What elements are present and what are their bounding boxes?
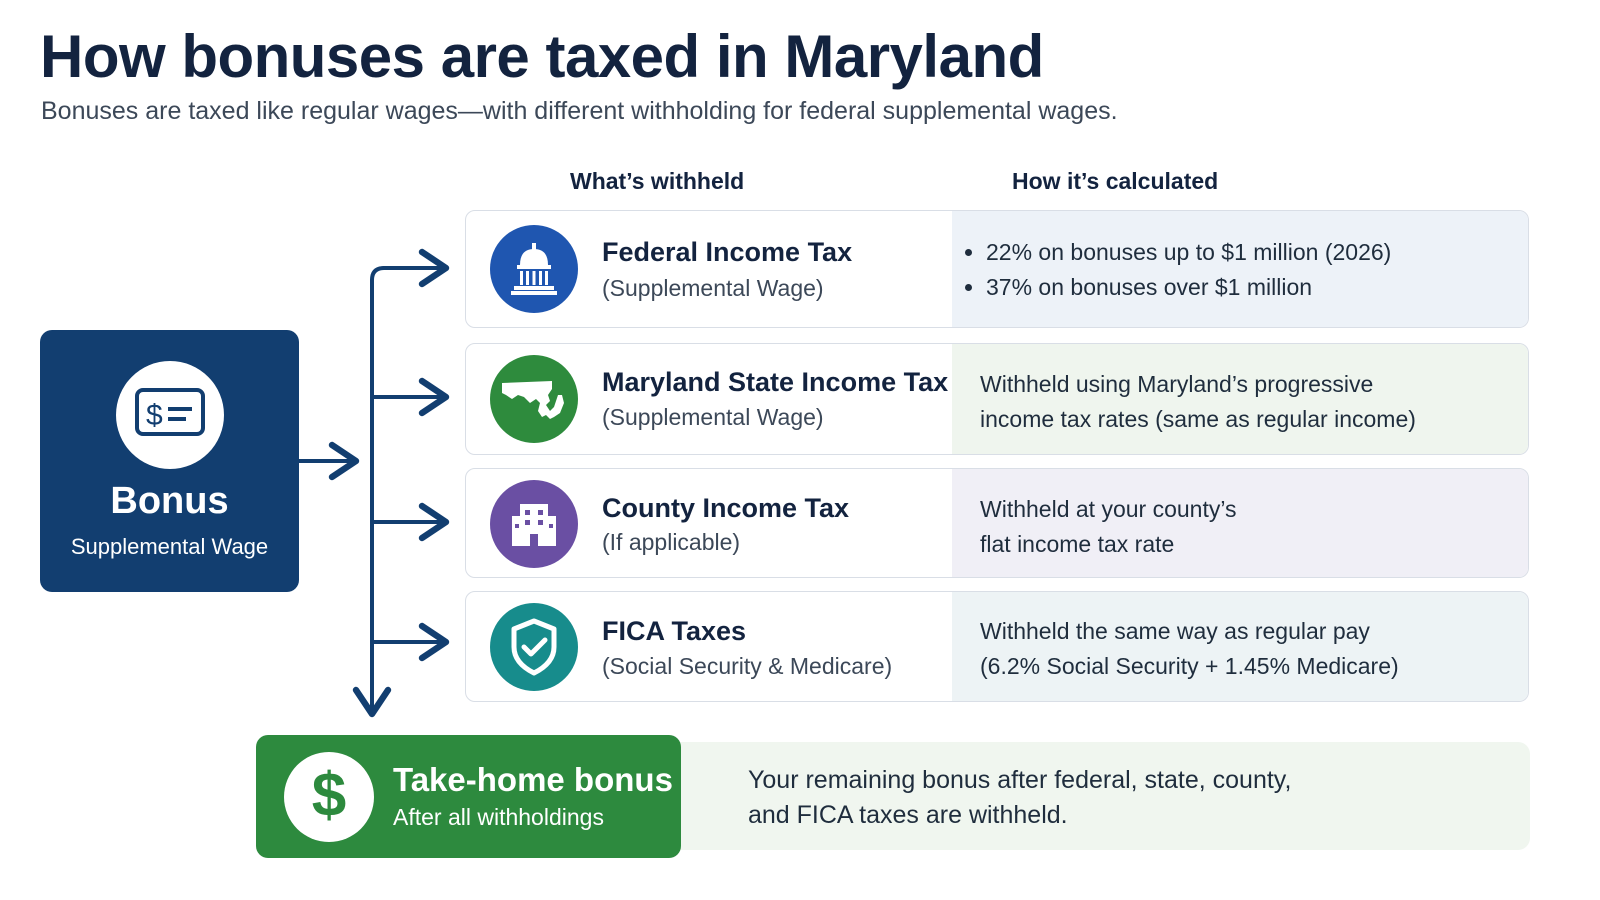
shield-check-icon — [490, 603, 578, 691]
tax-note-maryland: (Supplemental Wage) — [602, 404, 824, 430]
federal-rates: 22% on bonuses up to $1 million (2026) 3… — [964, 235, 1391, 305]
maryland-method-line: Withheld using Maryland’s progressive — [980, 371, 1374, 397]
take-home-description: Your remaining bonus after federal, stat… — [748, 763, 1291, 833]
take-home-box: $ Take-home bonus After all withholdings — [256, 735, 681, 858]
page-subtitle: Bonuses are taxed like regular wages—wit… — [41, 97, 1118, 125]
maryland-method: Withheld using Maryland’s progressive in… — [980, 367, 1416, 437]
take-home-subtitle: After all withholdings — [393, 804, 604, 830]
federal-rate-bullet: 37% on bonuses over $1 million — [986, 270, 1391, 305]
tax-name-fica: FICA Taxes — [602, 616, 747, 646]
tax-name-maryland: Maryland State Income Tax — [602, 367, 949, 397]
bonus-source-box: $ Bonus Supplemental Wage — [40, 330, 299, 592]
maryland-map-icon — [490, 355, 578, 443]
page-title: How bonuses are taxed in Maryland — [40, 23, 1044, 90]
tax-note-county: (If applicable) — [602, 529, 741, 555]
fica-method: Withheld the same way as regular pay (6.… — [980, 614, 1399, 684]
take-home-description-line: Your remaining bonus after federal, stat… — [748, 766, 1292, 794]
tax-note-fica: (Social Security & Medicare) — [602, 653, 893, 679]
tax-note-federal: (Supplemental Wage) — [602, 275, 824, 301]
calc-panel-county: Withheld at your county’s flat income ta… — [952, 469, 1528, 577]
county-method-line: Withheld at your county’s — [980, 496, 1237, 522]
take-home-description-panel — [640, 742, 1530, 850]
building-icon — [490, 480, 578, 568]
capitol-icon — [490, 225, 578, 313]
bonus-subtitle: Supplemental Wage — [70, 534, 269, 559]
fica-method-line: Withheld the same way as regular pay — [980, 618, 1370, 644]
take-home-title: Take-home bonus — [393, 761, 673, 798]
calc-panel-maryland: Withheld using Maryland’s progressive in… — [952, 344, 1528, 454]
tax-row-federal: 22% on bonuses up to $1 million (2026) 3… — [465, 210, 1529, 328]
svg-text:$: $ — [146, 399, 163, 432]
tax-row-county: Withheld at your county’s flat income ta… — [465, 468, 1529, 578]
maryland-method-line: income tax rates (same as regular income… — [980, 406, 1416, 432]
tax-row-fica: Withheld the same way as regular pay (6.… — [465, 591, 1529, 702]
dollar-icon: $ — [284, 752, 374, 842]
column-header-calculated: How it’s calculated — [1012, 168, 1219, 194]
tax-name-county: County Income Tax — [602, 493, 850, 523]
column-header-withheld: What’s withheld — [570, 168, 745, 194]
calc-panel-fica: Withheld the same way as regular pay (6.… — [952, 592, 1528, 701]
take-home-description-line: and FICA taxes are withheld. — [748, 801, 1068, 829]
check-icon: $ — [116, 361, 224, 469]
dollar-symbol: $ — [311, 761, 347, 830]
calc-panel-federal: 22% on bonuses up to $1 million (2026) 3… — [952, 211, 1528, 327]
county-method-line: flat income tax rate — [980, 531, 1175, 557]
bonus-title: Bonus — [110, 480, 229, 522]
county-method: Withheld at your county’s flat income ta… — [980, 492, 1237, 562]
fica-method-line: (6.2% Social Security + 1.45% Medicare) — [980, 653, 1399, 679]
tax-name-federal: Federal Income Tax — [602, 237, 853, 267]
tax-row-maryland: Withheld using Maryland’s progressive in… — [465, 343, 1529, 455]
federal-rate-bullet: 22% on bonuses up to $1 million (2026) — [986, 235, 1391, 270]
